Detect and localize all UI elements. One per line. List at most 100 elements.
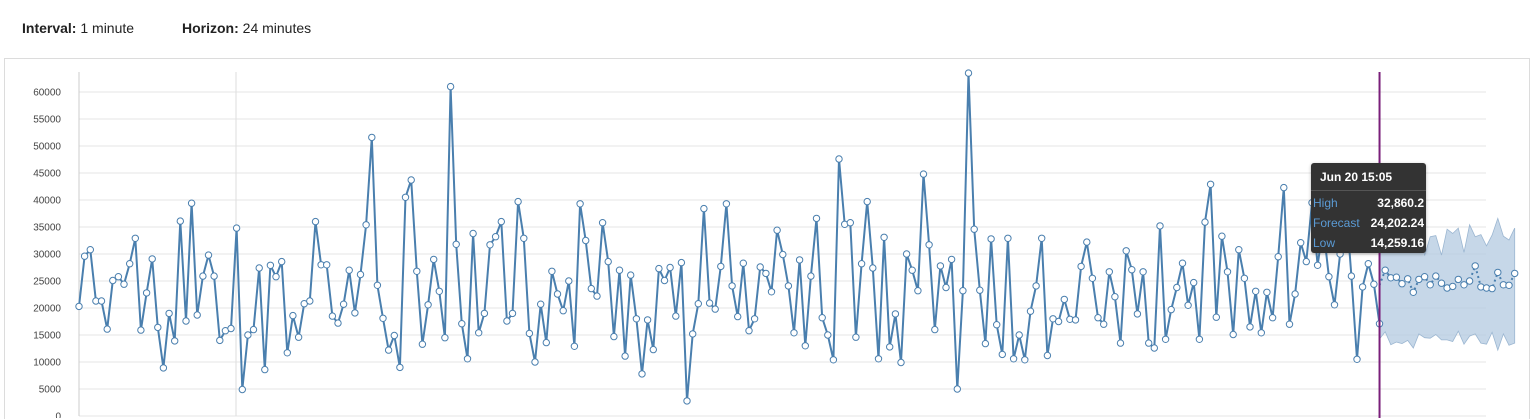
data-point[interactable]: [418, 340, 427, 348]
data-point[interactable]: [559, 307, 567, 315]
data-point[interactable]: [114, 273, 123, 281]
data-point[interactable]: [610, 332, 618, 341]
data-point[interactable]: [824, 331, 832, 339]
data-point[interactable]: [931, 325, 939, 334]
data-point[interactable]: [272, 273, 280, 281]
data-point[interactable]: [390, 331, 398, 340]
data-point[interactable]: [1190, 278, 1198, 287]
data-point[interactable]: [311, 217, 320, 226]
data-point[interactable]: [1032, 282, 1040, 290]
data-point[interactable]: [210, 272, 218, 280]
data-point[interactable]: [959, 287, 967, 295]
data-point[interactable]: [469, 229, 477, 238]
data-point[interactable]: [672, 312, 680, 320]
data-point[interactable]: [1313, 261, 1322, 269]
data-point[interactable]: [576, 200, 584, 208]
data-point[interactable]: [857, 260, 866, 268]
data-point[interactable]: [1071, 316, 1080, 324]
data-point[interactable]: [643, 316, 652, 324]
data-point[interactable]: [1150, 344, 1159, 352]
data-point[interactable]: [598, 219, 607, 227]
data-point[interactable]: [1263, 288, 1271, 296]
data-point[interactable]: [176, 217, 185, 225]
data-point[interactable]: [435, 287, 443, 295]
data-point[interactable]: [1246, 323, 1254, 331]
data-point[interactable]: [891, 310, 900, 318]
data-point[interactable]: [553, 290, 562, 298]
forecast-point[interactable]: [1449, 282, 1457, 291]
data-point[interactable]: [187, 199, 196, 207]
data-point[interactable]: [1060, 295, 1069, 304]
data-point[interactable]: [897, 358, 905, 367]
data-point[interactable]: [717, 262, 725, 271]
data-point[interactable]: [582, 236, 590, 245]
data-point[interactable]: [452, 240, 460, 249]
data-point[interactable]: [874, 355, 883, 363]
data-point[interactable]: [232, 224, 241, 232]
data-point[interactable]: [137, 326, 145, 334]
data-point[interactable]: [998, 350, 1006, 359]
data-point[interactable]: [165, 309, 173, 318]
data-point[interactable]: [565, 277, 573, 285]
forecast-point[interactable]: [1392, 273, 1401, 281]
data-point[interactable]: [142, 289, 151, 297]
data-point[interactable]: [1195, 335, 1204, 343]
forecast-point[interactable]: [1494, 268, 1502, 277]
data-point[interactable]: [1206, 180, 1215, 189]
data-point[interactable]: [953, 385, 961, 393]
data-point[interactable]: [689, 330, 697, 338]
data-point[interactable]: [486, 241, 494, 249]
data-point[interactable]: [908, 266, 916, 274]
data-point[interactable]: [413, 267, 421, 275]
data-point[interactable]: [1223, 268, 1232, 276]
data-point[interactable]: [964, 69, 973, 77]
data-point[interactable]: [1325, 273, 1333, 281]
forecast-point[interactable]: [1454, 275, 1463, 284]
data-point[interactable]: [368, 133, 376, 142]
data-point[interactable]: [711, 305, 719, 313]
data-point[interactable]: [126, 260, 134, 268]
data-point[interactable]: [289, 311, 297, 320]
data-point[interactable]: [1330, 301, 1339, 309]
data-point[interactable]: [266, 261, 275, 269]
data-point[interactable]: [993, 321, 1001, 329]
data-point[interactable]: [863, 197, 871, 206]
data-point[interactable]: [818, 314, 826, 322]
data-point[interactable]: [1145, 339, 1153, 347]
data-point[interactable]: [514, 197, 522, 206]
data-point[interactable]: [446, 82, 455, 91]
data-point[interactable]: [373, 281, 382, 289]
data-point[interactable]: [525, 329, 534, 338]
data-point[interactable]: [1111, 293, 1119, 301]
data-point[interactable]: [677, 258, 686, 267]
data-point[interactable]: [1358, 283, 1367, 291]
data-point[interactable]: [1280, 183, 1288, 192]
data-point[interactable]: [779, 250, 787, 259]
data-point[interactable]: [570, 342, 579, 350]
data-point[interactable]: [880, 233, 888, 242]
data-point[interactable]: [97, 297, 106, 305]
data-point[interactable]: [401, 193, 410, 202]
data-point[interactable]: [148, 255, 156, 263]
data-point[interactable]: [1173, 283, 1181, 292]
data-point[interactable]: [1285, 320, 1294, 328]
data-point[interactable]: [1212, 313, 1221, 321]
data-point[interactable]: [396, 363, 404, 372]
data-point[interactable]: [1122, 247, 1130, 255]
data-point[interactable]: [1015, 331, 1023, 339]
forecast-point[interactable]: [1437, 279, 1446, 287]
data-point[interactable]: [886, 343, 894, 351]
data-point[interactable]: [345, 266, 353, 274]
data-point[interactable]: [790, 329, 798, 337]
data-point[interactable]: [537, 300, 545, 308]
data-point[interactable]: [80, 252, 89, 260]
data-point[interactable]: [261, 365, 269, 374]
data-point[interactable]: [1133, 310, 1142, 318]
data-point[interactable]: [1291, 290, 1299, 298]
data-point[interactable]: [199, 272, 207, 280]
data-point[interactable]: [1184, 301, 1192, 309]
forecast-point[interactable]: [1381, 266, 1389, 274]
data-point[interactable]: [914, 287, 922, 295]
data-point[interactable]: [1252, 287, 1260, 295]
forecast-point[interactable]: [1409, 288, 1418, 296]
